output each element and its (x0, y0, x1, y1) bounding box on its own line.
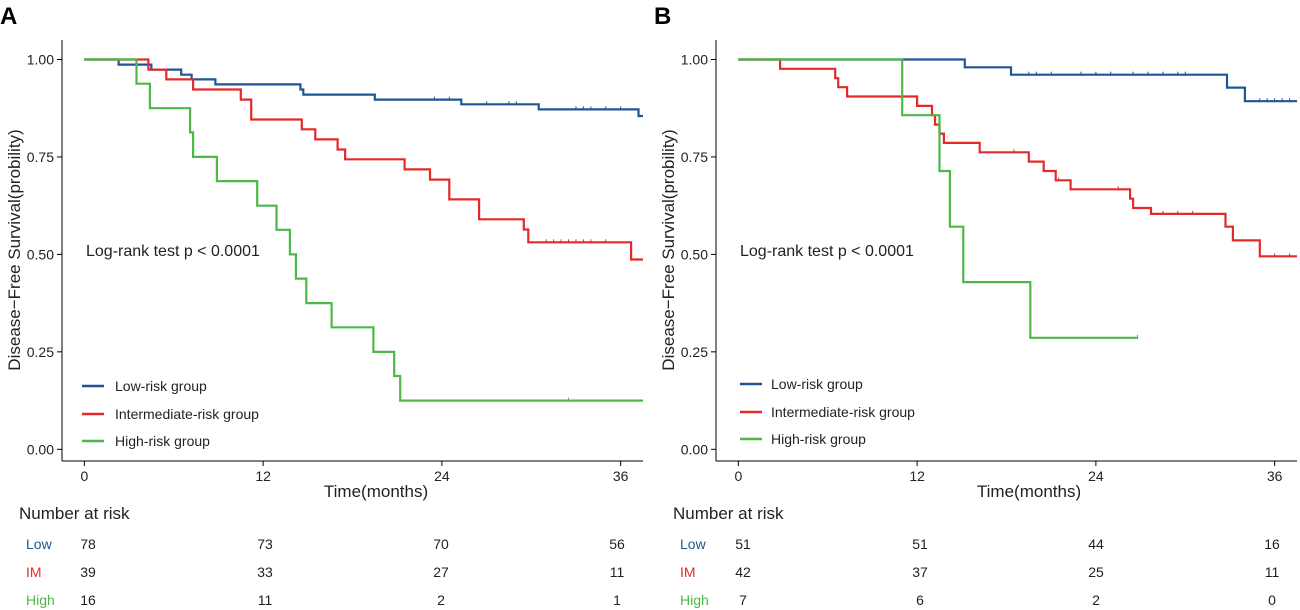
panel-b-curve-high (738, 58, 1138, 339)
panel-b-risk-count: 44 (1088, 536, 1104, 552)
panel-a-x-tick-label: 24 (434, 468, 450, 484)
panel-b-x-tick-label: 24 (1088, 468, 1104, 484)
panel-b-risk-count: 51 (735, 536, 751, 552)
panel-b-logrank-annotation: Log-rank test p < 0.0001 (740, 243, 914, 260)
panel-b-risk-table: Low 51 51 44 16 IM 42 37 25 11 High 7 6 2 0 (680, 536, 1280, 608)
panel-b-risk-count: 6 (916, 592, 924, 608)
panel-a-x-tick-label: 0 (80, 468, 88, 484)
panel-b-curve-low (738, 58, 1297, 103)
panel-a-plot: 0.00 0.25 0.50 0.75 1.00 0 12 24 36 (27, 40, 643, 484)
panel-b-y-tick-label: 0.50 (681, 246, 708, 262)
panel-b-risk-row-label: High (680, 592, 709, 608)
panel-b: B 0.00 0.25 0.50 0.75 1.00 0 12 24 36 Log-rank t… (654, 3, 1297, 608)
panel-a-risk-count: 16 (80, 592, 96, 608)
panel-a-risk-count: 11 (258, 592, 273, 608)
panel-b-risk-count: 42 (735, 564, 751, 580)
panel-b-risk-count: 2 (1092, 592, 1100, 608)
panel-a-y-tick-label: 0.00 (27, 441, 54, 457)
panel-b-x-axis-title: Time(months) (977, 482, 1081, 501)
panel-a-risk-count: 11 (610, 564, 625, 580)
panel-a-y-axis-title: Disease−Free Survival(probility) (5, 129, 24, 370)
panel-b-x-tick-label: 12 (909, 468, 925, 484)
panel-a-legend: Low-risk group Intermediate-risk group H… (82, 378, 259, 449)
panel-a-legend-label-low: Low-risk group (115, 378, 207, 394)
panel-b-y-tick-label: 0.75 (681, 149, 708, 165)
panel-a-risk-table-title: Number at risk (19, 504, 130, 523)
panel-b-risk-count: 51 (912, 536, 928, 552)
panel-b-legend: Low-risk group Intermediate-risk group H… (740, 376, 915, 447)
panel-a-risk-count: 56 (609, 536, 625, 552)
panel-b-risk-row-label: Low (680, 536, 707, 552)
panel-a-risk-table: Low 78 73 70 56 IM 39 33 27 11 High 16 11 2 1 (26, 536, 625, 608)
panel-a-x-axis-title: Time(months) (324, 482, 428, 501)
panel-b-letter: B (654, 3, 671, 30)
panel-b-risk-count: 7 (739, 592, 747, 608)
panel-a-risk-count: 39 (80, 564, 96, 580)
panel-b-legend-label-high: High-risk group (771, 431, 866, 447)
panel-b-curve-intermediate (738, 58, 1297, 258)
panel-a-risk-count: 78 (80, 536, 96, 552)
panel-b-risk-count: 11 (1265, 564, 1280, 580)
panel-b-risk-table-title: Number at risk (673, 504, 784, 523)
panel-a-y-tick-label: 0.50 (27, 246, 54, 262)
panel-b-risk-count: 25 (1088, 564, 1104, 580)
panel-b-y-axis-title: Disease−Free Survival(probility) (659, 129, 678, 370)
panel-a-legend-label-intermediate: Intermediate-risk group (115, 406, 259, 422)
panel-a-curve-high (84, 58, 643, 402)
panel-a-risk-count: 73 (257, 536, 273, 552)
panel-a-logrank-annotation: Log-rank test p < 0.0001 (86, 243, 260, 260)
panel-a-curve-intermediate (84, 58, 643, 261)
panel-b-y-tick-label: 0.25 (681, 344, 708, 360)
panel-b-risk-count: 37 (912, 564, 928, 580)
panel-a-risk-count: 70 (433, 536, 449, 552)
panel-b-plot: 0.00 0.25 0.50 0.75 1.00 0 12 24 36 (681, 40, 1297, 484)
panel-a-risk-count: 2 (437, 592, 445, 608)
panel-a-x-tick-label: 12 (255, 468, 271, 484)
panel-b-risk-row-label: IM (680, 564, 696, 580)
panel-b-legend-label-intermediate: Intermediate-risk group (771, 404, 915, 420)
panel-a-x-tick-label: 36 (613, 468, 629, 484)
panel-a-risk-count: 1 (613, 592, 621, 608)
panel-b-risk-count: 0 (1268, 592, 1276, 608)
panel-b-risk-count: 16 (1264, 536, 1280, 552)
panel-a-risk-row-label: High (26, 592, 55, 608)
panel-b-x-tick-label: 36 (1267, 468, 1283, 484)
panel-a-y-tick-label: 1.00 (27, 51, 54, 67)
panel-a-risk-row-label: Low (26, 536, 53, 552)
panel-a-letter: A (0, 3, 17, 30)
panel-a: A 0.000.250.500.751.000 12 24 36 Log-rank t… (0, 3, 643, 608)
panel-a-y-tick-label: 0.75 (27, 149, 54, 165)
panel-b-y-tick-label: 1.00 (681, 51, 708, 67)
panel-a-risk-count: 27 (433, 564, 449, 580)
panel-b-x-tick-label: 0 (734, 468, 742, 484)
panel-a-risk-row-label: IM (26, 564, 42, 580)
panel-a-legend-label-high: High-risk group (115, 433, 210, 449)
panel-b-y-tick-label: 0.00 (681, 441, 708, 457)
panel-a-risk-count: 33 (257, 564, 273, 580)
panel-b-legend-label-low: Low-risk group (771, 376, 863, 392)
panel-a-y-tick-label: 0.25 (27, 344, 54, 360)
